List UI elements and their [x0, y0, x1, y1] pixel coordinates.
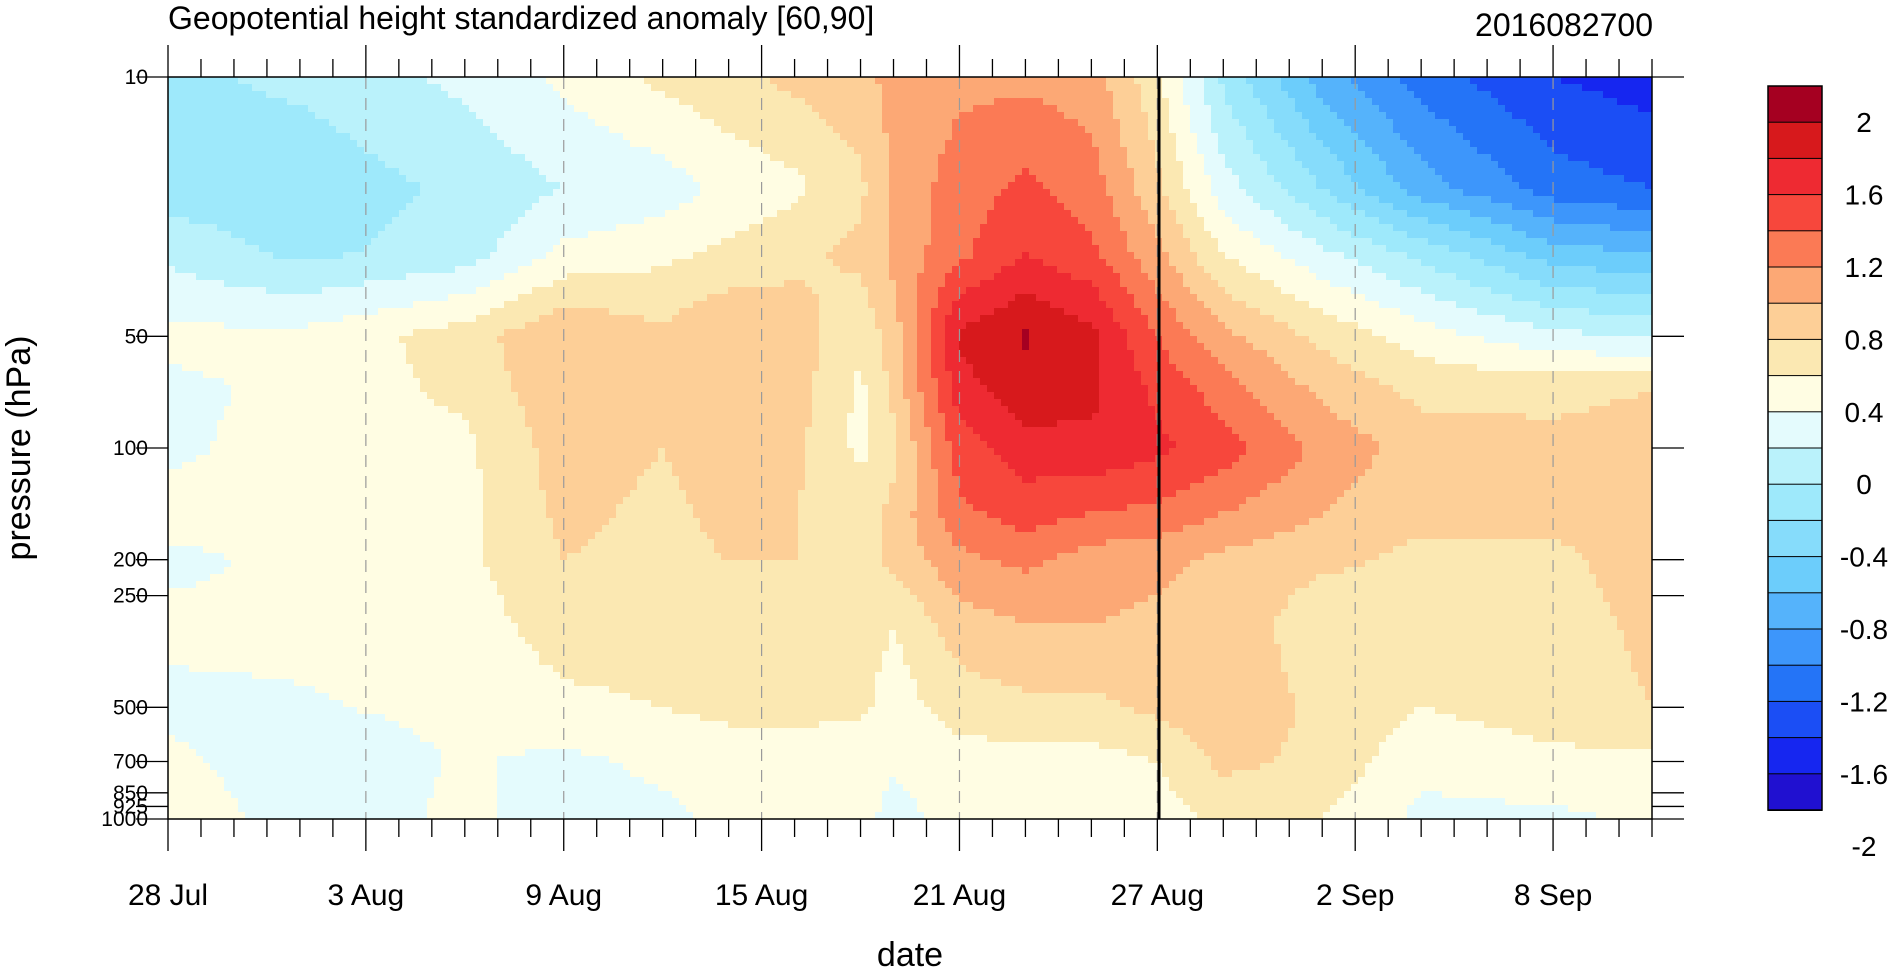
colorbar-swatch: [1767, 266, 1823, 305]
x-tick-label: 27 Aug: [1111, 879, 1204, 912]
colorbar-swatch: [1767, 338, 1823, 377]
x-axis-label: date: [877, 936, 943, 969]
date-gridlines: [365, 77, 1554, 819]
colorbar-swatch: [1767, 592, 1823, 630]
colorbar-label: -2: [1852, 831, 1877, 862]
colorbar-swatch: [1767, 411, 1823, 449]
colorbar-swatch: [1767, 447, 1823, 486]
colorbar-swatch: [1767, 375, 1823, 413]
y-tick-label: 1000: [101, 808, 148, 831]
colorbar-swatch: [1767, 194, 1823, 232]
y-tick-label: 500: [113, 696, 148, 719]
colorbar-swatch: [1767, 157, 1823, 196]
colorbar-swatch: [1767, 230, 1823, 269]
colorbar-swatch: [1767, 773, 1823, 811]
y-tick-label: 100: [113, 437, 148, 460]
y-tick-label: 200: [113, 549, 148, 572]
colorbar: 2 1.6 1.2 0.8 0.4 0 -0.4 -0.8 -1.2 -1.6 -2: [1767, 85, 1888, 862]
colorbar-label: 2: [1856, 107, 1872, 138]
colorbar-swatch: [1767, 628, 1823, 667]
colorbar-swatch: [1767, 737, 1823, 775]
x-tick-label: 2 Sep: [1316, 879, 1394, 912]
y-tick-label: 250: [113, 585, 148, 608]
colorbar-swatch: [1767, 483, 1823, 522]
colorbar-label: 0.8: [1845, 324, 1884, 355]
chart-title: Geopotential height standardized anomaly…: [168, 0, 874, 36]
y-tick-label: 10: [125, 66, 148, 89]
colorbar-swatch: [1767, 519, 1823, 558]
x-tick-label: 28 Jul: [128, 879, 208, 912]
y-tick-label: 925: [113, 795, 148, 818]
plot-area: 28 Jul 3 Aug 9 Aug 15 Aug 21 Aug 27 Aug 2 Sep 8…: [101, 45, 1684, 912]
colorbar-label: 1.6: [1845, 180, 1884, 211]
colorbar-label: 0.4: [1845, 397, 1884, 428]
colorbar-swatch: [1767, 121, 1823, 160]
y-tick-label: 50: [125, 325, 148, 348]
y-tick-label: 700: [113, 751, 148, 774]
colorbar-swatch: [1767, 664, 1823, 703]
x-tick-label: 15 Aug: [715, 879, 808, 912]
y-axis-label: pressure (hPa): [0, 336, 38, 561]
colorbar-swatch: [1767, 700, 1823, 739]
colorbar-label: -1.6: [1840, 759, 1888, 790]
x-axis: 28 Jul 3 Aug 9 Aug 15 Aug 21 Aug 27 Aug 2 Sep 8…: [128, 45, 1653, 912]
colorbar-swatch: [1767, 302, 1823, 341]
x-tick-label: 21 Aug: [913, 879, 1006, 912]
y-tick-label: 850: [113, 782, 148, 805]
x-tick-label: 9 Aug: [525, 879, 602, 912]
colorbar-swatch: [1767, 556, 1823, 594]
anomaly-field: [168, 77, 1652, 819]
colorbar-label: -0.8: [1840, 614, 1888, 645]
colorbar-label: 0: [1856, 469, 1872, 500]
x-tick-label: 3 Aug: [327, 879, 404, 912]
date-stamp: 2016082700: [1475, 7, 1653, 43]
colorbar-swatch: [1767, 85, 1823, 124]
x-tick-label: 8 Sep: [1514, 879, 1592, 912]
colorbar-label: 1.2: [1845, 252, 1884, 283]
colorbar-label: -1.2: [1840, 686, 1888, 717]
colorbar-label: -0.4: [1840, 542, 1888, 573]
